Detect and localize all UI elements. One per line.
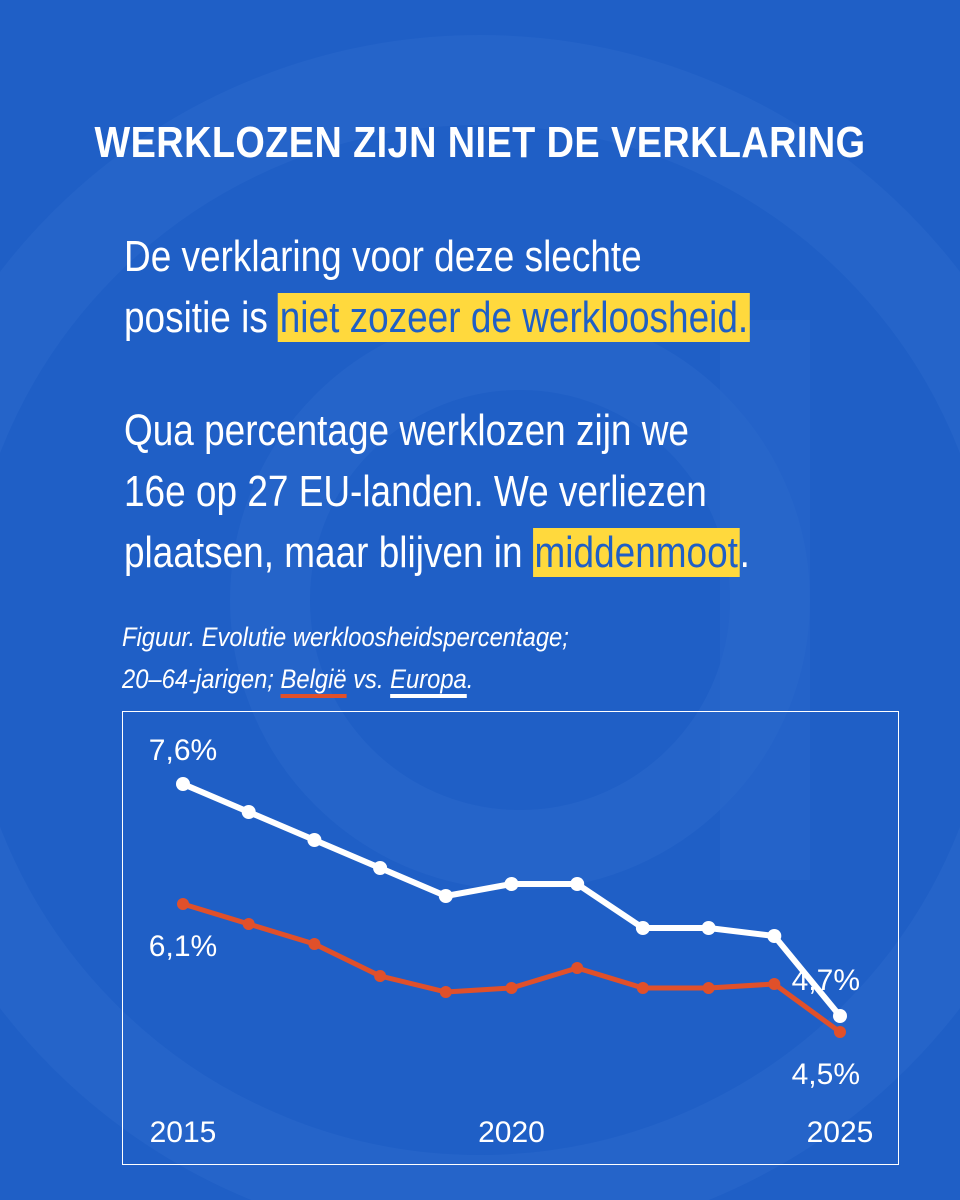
intro-line-1: De verklaring voor deze slechte	[124, 232, 642, 281]
ranking-line-1: Qua percentage werklozen zijn we	[124, 406, 689, 455]
highlight-niet-zozeer: niet zozeer de werkloosheid.	[278, 293, 750, 342]
legend-europa: Europa	[390, 664, 467, 694]
x-tick-2025: 2025	[807, 1116, 874, 1149]
intro-line-2: positie is niet zozeer de werkloosheid.	[124, 293, 750, 342]
series-line-belgie	[182, 901, 842, 1035]
data-point-belgie-2020	[505, 982, 518, 994]
page-title: WERKLOZEN ZIJN NIET DE VERKLARING	[94, 118, 866, 167]
data-point-belgie-2025	[834, 1026, 846, 1038]
figure-caption: Figuur. Evolutie werkloosheidspercentage…	[122, 616, 569, 700]
ranking-paragraph: Qua percentage werklozen zijn we 16e op …	[124, 400, 796, 583]
data-point-europa-2018	[373, 861, 388, 875]
x-tick-2015: 2015	[150, 1116, 217, 1149]
caption-line-1: Figuur. Evolutie werkloosheidspercentage…	[122, 622, 569, 652]
data-point-europa-2015	[176, 777, 190, 791]
ranking-line-3: plaatsen, maar blijven in middenmoot.	[124, 528, 750, 577]
data-point-belgie-2019	[439, 986, 452, 998]
unemployment-line-chart: 7,6% 6,1% 4,7% 4,5% 2015 2020 2025	[149, 734, 874, 1149]
label-belgie-2025: 4,5%	[792, 1058, 860, 1091]
data-point-belgie-2017	[308, 938, 321, 950]
data-point-europa-2024	[767, 929, 782, 943]
data-point-belgie-2021	[571, 962, 584, 974]
data-point-europa-2020	[504, 877, 519, 891]
data-point-belgie-2024	[768, 978, 781, 990]
data-point-europa-2021	[570, 877, 585, 891]
data-point-europa-2023	[701, 921, 716, 935]
data-point-europa-2022	[635, 921, 650, 935]
data-point-belgie-2016	[242, 918, 255, 930]
data-point-europa-2016	[241, 805, 256, 819]
highlight-middenmoot: middenmoot	[532, 528, 740, 577]
series-line-europa	[181, 781, 843, 1018]
label-belgie-2015: 6,1%	[149, 930, 217, 963]
ranking-line-2: 16e op 27 EU-landen. We verliezen	[124, 467, 707, 516]
chart-frame: 7,6% 6,1% 4,7% 4,5% 2015 2020 2025	[122, 711, 899, 1165]
label-europa-2025: 4,7%	[792, 964, 860, 997]
data-point-europa-2017	[307, 833, 322, 847]
intro-paragraph: De verklaring voor deze slechte positie …	[124, 226, 796, 348]
data-point-europa-2025	[833, 1009, 847, 1023]
x-tick-2020: 2020	[478, 1116, 545, 1149]
label-europa-2015: 7,6%	[149, 734, 217, 767]
data-point-belgie-2023	[702, 982, 715, 994]
data-point-belgie-2018	[374, 970, 387, 982]
data-point-europa-2019	[438, 889, 453, 903]
data-point-belgie-2015	[177, 898, 189, 910]
caption-line-2: 20–64-jarigen; België vs. Europa.	[122, 664, 474, 694]
legend-belgie: België	[280, 664, 347, 694]
data-point-belgie-2022	[636, 982, 649, 994]
